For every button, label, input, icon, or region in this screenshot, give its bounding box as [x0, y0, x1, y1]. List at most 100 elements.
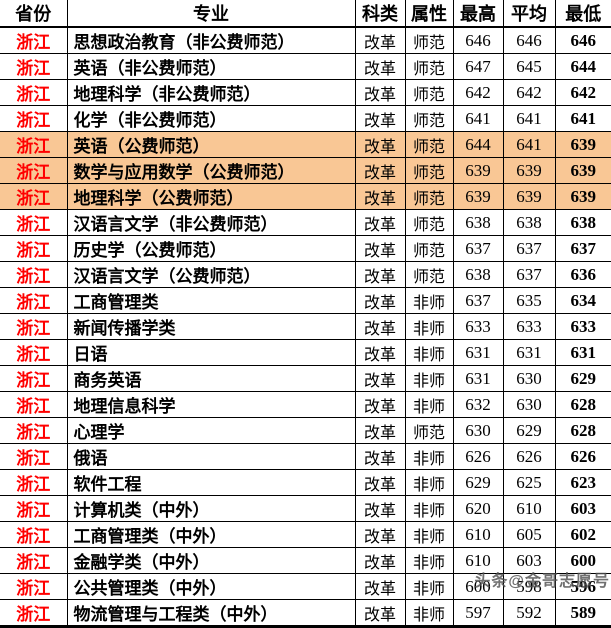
cell-province: 浙江 — [0, 521, 68, 548]
cell-max-score: 610 — [452, 521, 504, 548]
cell-major: 思想政治教育（非公费师范） — [66, 26, 356, 54]
table-row: 浙江 地理信息科学 改革 非师 632 630 628 — [0, 391, 611, 418]
cell-major: 商务英语 — [66, 365, 356, 392]
header-row: 省份 专业 科类 属性 最高 平均 最低 — [0, 0, 611, 28]
cell-category: 改革 — [354, 209, 406, 236]
cell-avg-score: 639 — [502, 157, 556, 184]
cell-min-score: 596 — [554, 573, 611, 600]
cell-min-score: 628 — [554, 391, 611, 418]
cell-attribute: 师范 — [404, 209, 454, 236]
table-row: 浙江 英语（非公费师范） 改革 师范 647 645 644 — [0, 53, 611, 80]
cell-province: 浙江 — [0, 235, 68, 262]
cell-avg-score: 641 — [502, 131, 556, 158]
cell-max-score: 610 — [452, 547, 504, 574]
cell-attribute: 师范 — [404, 26, 454, 54]
cell-attribute: 非师 — [404, 521, 454, 548]
cell-province: 浙江 — [0, 209, 68, 236]
cell-major: 计算机类（中外） — [66, 495, 356, 522]
cell-category: 改革 — [354, 183, 406, 210]
col-header-max: 最高 — [452, 0, 504, 28]
cell-province: 浙江 — [0, 131, 68, 158]
cell-min-score: 603 — [554, 495, 611, 522]
table-row: 浙江 工商管理类 改革 非师 637 635 634 — [0, 287, 611, 314]
cell-attribute: 师范 — [404, 235, 454, 262]
cell-province: 浙江 — [0, 339, 68, 366]
cell-major: 物流管理与工程类（中外） — [66, 599, 356, 628]
cell-min-score: 639 — [554, 131, 611, 158]
cell-category: 改革 — [354, 495, 406, 522]
table-row: 浙江 日语 改革 非师 631 631 631 — [0, 339, 611, 366]
cell-avg-score: 603 — [502, 547, 556, 574]
col-header-min: 最低 — [554, 0, 611, 28]
cell-max-score: 641 — [452, 105, 504, 132]
cell-max-score: 639 — [452, 157, 504, 184]
cell-max-score: 631 — [452, 365, 504, 392]
cell-category: 改革 — [354, 443, 406, 470]
cell-attribute: 非师 — [404, 339, 454, 366]
cell-category: 改革 — [354, 261, 406, 288]
cell-attribute: 师范 — [404, 261, 454, 288]
cell-min-score: 638 — [554, 209, 611, 236]
cell-attribute: 师范 — [404, 417, 454, 444]
cell-category: 改革 — [354, 53, 406, 80]
cell-avg-score: 646 — [502, 26, 556, 54]
cell-attribute: 非师 — [404, 313, 454, 340]
table-row: 浙江 化学（非公费师范） 改革 师范 641 641 641 — [0, 105, 611, 132]
cell-major: 汉语言文学（非公费师范） — [66, 209, 356, 236]
cell-min-score: 636 — [554, 261, 611, 288]
cell-major: 化学（非公费师范） — [66, 105, 356, 132]
table-row: 浙江 新闻传播学类 改革 非师 633 633 633 — [0, 313, 611, 340]
table-row: 浙江 心理学 改革 师范 630 629 628 — [0, 417, 611, 444]
cell-attribute: 非师 — [404, 547, 454, 574]
cell-attribute: 师范 — [404, 157, 454, 184]
cell-avg-score: 605 — [502, 521, 556, 548]
cell-attribute: 非师 — [404, 573, 454, 600]
cell-category: 改革 — [354, 26, 406, 54]
cell-avg-score: 592 — [502, 599, 556, 628]
table-row: 浙江 金融学类（中外） 改革 非师 610 603 600 — [0, 547, 611, 574]
col-header-attribute: 属性 — [404, 0, 454, 28]
cell-min-score: 634 — [554, 287, 611, 314]
cell-max-score: 631 — [452, 339, 504, 366]
table-row: 浙江 公共管理类（中外） 改革 非师 600 598 596 — [0, 573, 611, 600]
cell-major: 历史学（公费师范） — [66, 235, 356, 262]
cell-major: 地理信息科学 — [66, 391, 356, 418]
cell-major: 工商管理类 — [66, 287, 356, 314]
cell-category: 改革 — [354, 105, 406, 132]
cell-max-score: 633 — [452, 313, 504, 340]
cell-attribute: 非师 — [404, 391, 454, 418]
cell-max-score: 642 — [452, 79, 504, 106]
col-header-avg: 平均 — [502, 0, 556, 28]
cell-major: 新闻传播学类 — [66, 313, 356, 340]
cell-avg-score: 637 — [502, 261, 556, 288]
cell-min-score: 623 — [554, 469, 611, 496]
cell-category: 改革 — [354, 573, 406, 600]
cell-province: 浙江 — [0, 391, 68, 418]
cell-avg-score: 633 — [502, 313, 556, 340]
col-header-major: 专业 — [66, 0, 356, 28]
cell-avg-score: 626 — [502, 443, 556, 470]
cell-major: 地理科学（非公费师范） — [66, 79, 356, 106]
cell-max-score: 646 — [452, 26, 504, 54]
cell-category: 改革 — [354, 365, 406, 392]
table-row: 浙江 数学与应用数学（公费师范） 改革 师范 639 639 639 — [0, 157, 611, 184]
cell-province: 浙江 — [0, 26, 68, 54]
cell-province: 浙江 — [0, 365, 68, 392]
cell-major: 英语（非公费师范） — [66, 53, 356, 80]
cell-attribute: 非师 — [404, 443, 454, 470]
cell-max-score: 626 — [452, 443, 504, 470]
cell-max-score: 647 — [452, 53, 504, 80]
table-row: 浙江 物流管理与工程类（中外） 改革 非师 597 592 589 — [0, 599, 611, 628]
cell-avg-score: 630 — [502, 391, 556, 418]
cell-min-score: 600 — [554, 547, 611, 574]
cell-min-score: 633 — [554, 313, 611, 340]
cell-max-score: 644 — [452, 131, 504, 158]
col-header-category: 科类 — [354, 0, 406, 28]
cell-max-score: 597 — [452, 599, 504, 628]
cell-max-score: 637 — [452, 287, 504, 314]
cell-category: 改革 — [354, 469, 406, 496]
cell-attribute: 师范 — [404, 53, 454, 80]
table-row: 浙江 地理科学（非公费师范） 改革 师范 642 642 642 — [0, 79, 611, 106]
cell-min-score: 639 — [554, 157, 611, 184]
cell-province: 浙江 — [0, 547, 68, 574]
